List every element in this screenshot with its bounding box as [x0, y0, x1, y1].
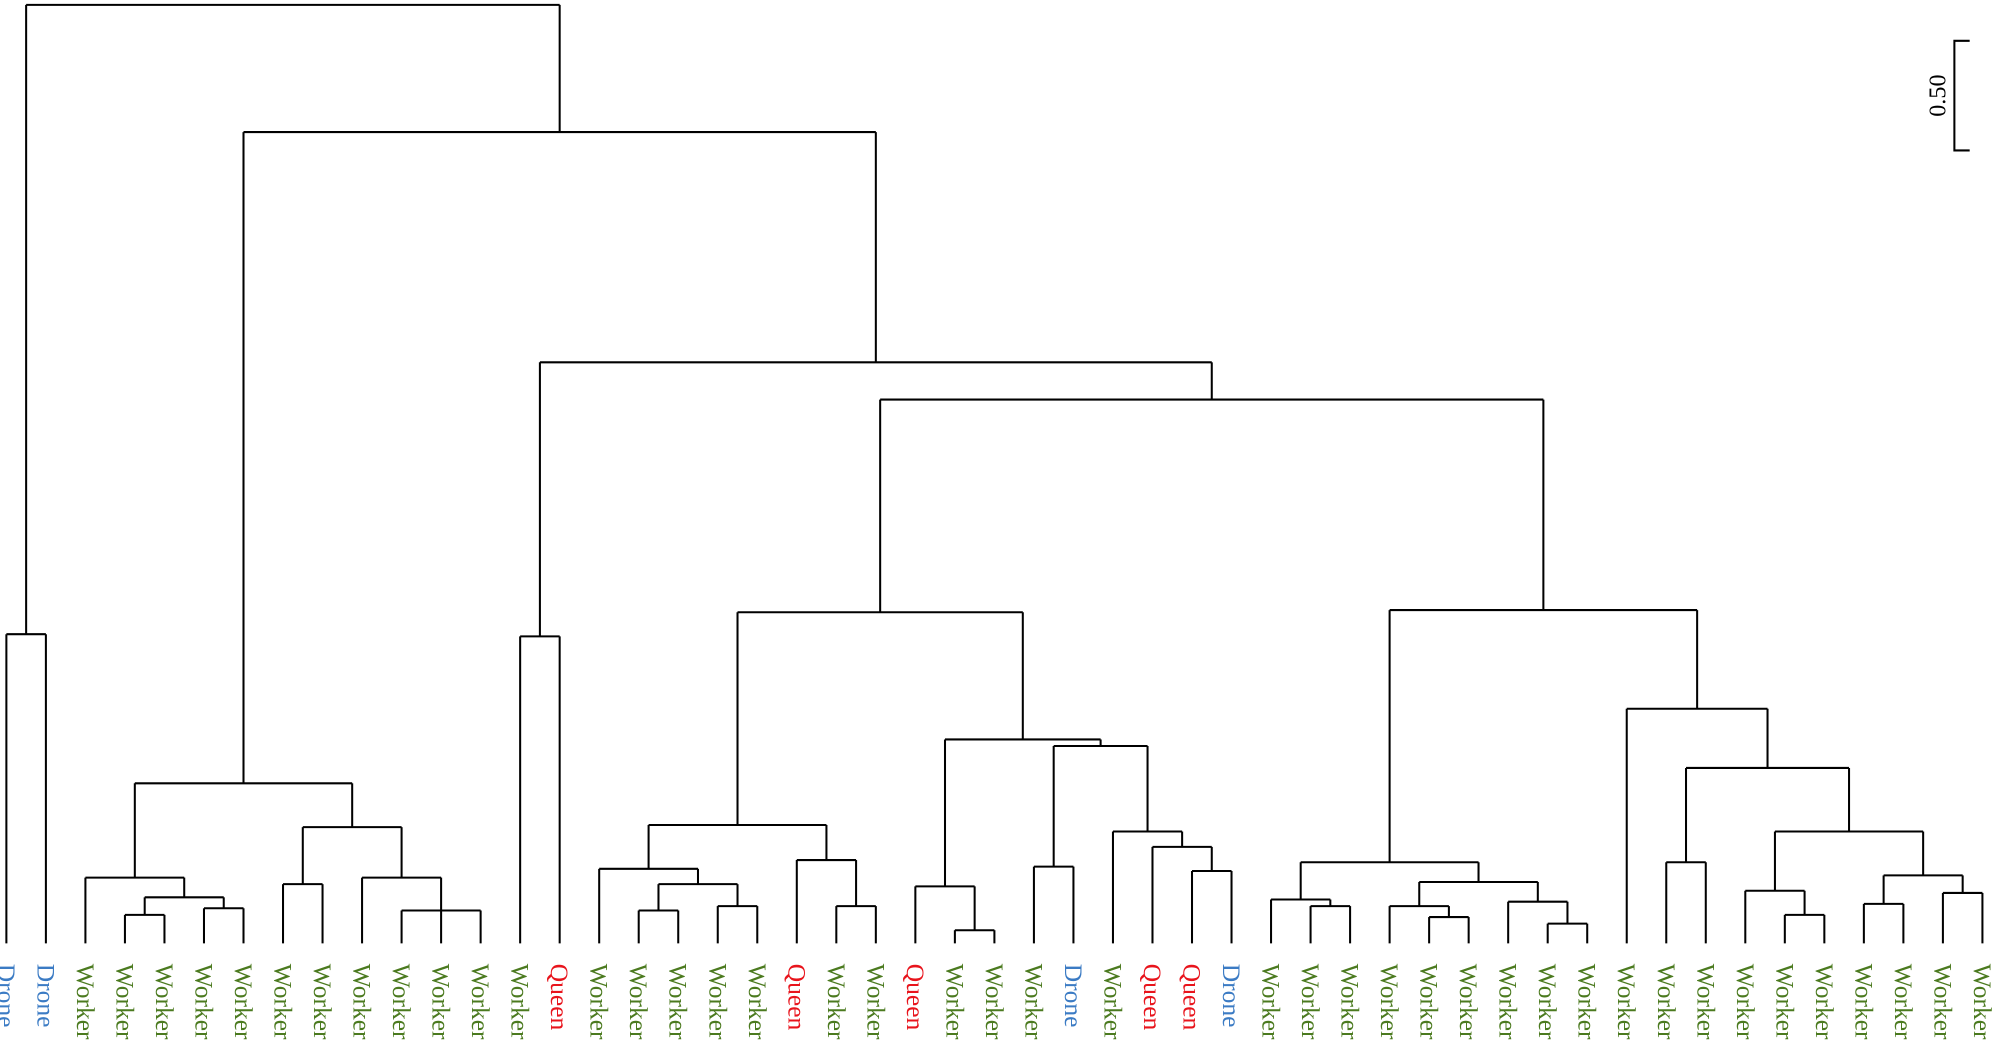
leaf-label-worker: Worker: [387, 964, 416, 1040]
leaf-label-worker: Worker: [940, 964, 969, 1040]
leaf-label-worker: Worker: [110, 964, 139, 1040]
leaf-label-worker: Worker: [1928, 964, 1957, 1040]
leaf-label-worker: Worker: [506, 964, 535, 1040]
scale-bar-label: 0.50: [1924, 74, 1951, 116]
leaf-label-worker: Worker: [980, 964, 1009, 1040]
leaf-label-drone: Drone: [1059, 964, 1088, 1028]
leaf-label-worker: Worker: [1612, 964, 1641, 1040]
leaf-label-worker: Worker: [743, 964, 772, 1040]
leaf-label-worker: Worker: [348, 964, 377, 1040]
leaf-label-worker: Worker: [1731, 964, 1760, 1040]
leaf-label-queen: Queen: [901, 964, 930, 1031]
leaf-label-worker: Worker: [1257, 964, 1286, 1040]
leaf-label-worker: Worker: [427, 964, 456, 1040]
leaf-label-worker: Worker: [466, 964, 495, 1040]
leaf-label-queen: Queen: [1178, 964, 1207, 1031]
leaf-label-worker: Worker: [269, 964, 298, 1040]
leaf-label-worker: Worker: [308, 964, 337, 1040]
leaf-labels: Drone Drone Worker Worker Worker Worker Worker…: [0, 964, 1997, 1040]
branches: [5, 3, 1984, 944]
leaf-label-queen: Queen: [782, 964, 811, 1031]
scale-bar-line: [1953, 39, 1970, 152]
leaf-label-worker: Worker: [1968, 964, 1997, 1040]
leaf-label-worker: Worker: [1573, 964, 1602, 1040]
leaf-label-queen: Queen: [545, 964, 574, 1031]
leaf-label-worker: Worker: [1415, 964, 1444, 1040]
leaf-label-worker: Worker: [1019, 964, 1048, 1040]
leaf-label-worker: Worker: [1770, 964, 1799, 1040]
leaf-label-worker: Worker: [1652, 964, 1681, 1040]
leaf-label-worker: Worker: [1533, 964, 1562, 1040]
leaf-label-worker: Worker: [664, 964, 693, 1040]
leaf-label-worker: Worker: [1098, 964, 1127, 1040]
leaf-label-drone: Drone: [0, 964, 21, 1028]
leaf-label-worker: Worker: [1810, 964, 1839, 1040]
leaf-label-worker: Worker: [822, 964, 851, 1040]
leaf-label-worker: Worker: [624, 964, 653, 1040]
leaf-label-queen: Queen: [1138, 964, 1167, 1031]
leaf-label-worker: Worker: [861, 964, 890, 1040]
leaf-label-drone: Drone: [1217, 964, 1246, 1028]
leaf-label-worker: Worker: [703, 964, 732, 1040]
leaf-label-worker: Worker: [1889, 964, 1918, 1040]
scale-bar: 0.50: [1924, 39, 1970, 152]
leaf-label-worker: Worker: [1494, 964, 1523, 1040]
leaf-label-worker: Worker: [1336, 964, 1365, 1040]
leaf-label-worker: Worker: [1454, 964, 1483, 1040]
leaf-label-drone: Drone: [31, 964, 60, 1028]
leaf-label-worker: Worker: [71, 964, 100, 1040]
leaf-label-worker: Worker: [1691, 964, 1720, 1040]
leaf-label-worker: Worker: [1296, 964, 1325, 1040]
leaf-label-worker: Worker: [1849, 964, 1878, 1040]
leaf-label-worker: Worker: [585, 964, 614, 1040]
leaf-label-worker: Worker: [150, 964, 179, 1040]
leaf-label-worker: Worker: [1375, 964, 1404, 1040]
leaf-label-worker: Worker: [189, 964, 218, 1040]
leaf-label-worker: Worker: [229, 964, 258, 1040]
